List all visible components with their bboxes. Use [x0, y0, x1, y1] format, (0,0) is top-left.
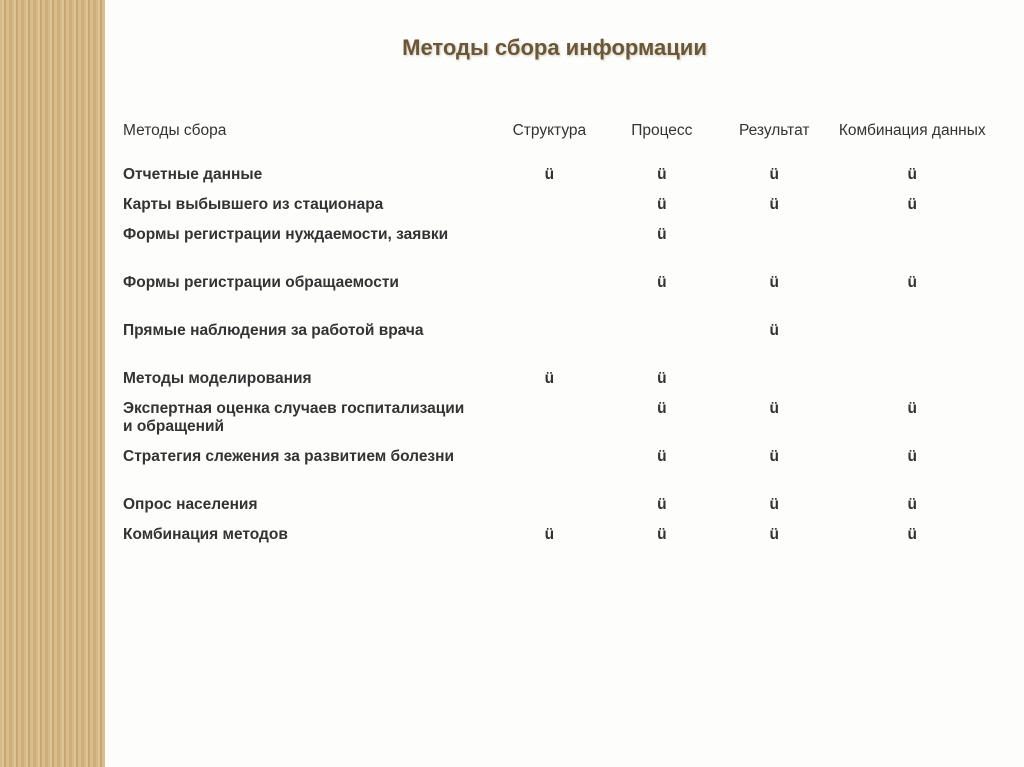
spacer-row — [115, 346, 994, 364]
header-combination: Комбинация данных — [830, 116, 994, 160]
mark-cell — [718, 364, 830, 394]
table-header-row: Методы сбора Структура Процесс Результат… — [115, 116, 994, 160]
method-label: Формы регистрации нуждаемости, заявки — [115, 220, 493, 250]
method-label: Формы регистрации обращаемости — [115, 268, 493, 298]
header-method: Методы сбора — [115, 116, 493, 160]
mark-cell: ü — [830, 442, 994, 472]
mark-cell — [830, 364, 994, 394]
mark-cell: ü — [606, 520, 718, 550]
mark-cell: ü — [606, 442, 718, 472]
method-label: Методы моделирования — [115, 364, 493, 394]
method-label: Карты выбывшего из стационара — [115, 190, 493, 220]
mark-cell: ü — [493, 364, 605, 394]
decorative-sidebar — [0, 0, 105, 767]
mark-cell — [493, 442, 605, 472]
mark-cell — [493, 190, 605, 220]
mark-cell — [493, 394, 605, 442]
method-label: Отчетные данные — [115, 160, 493, 190]
mark-cell: ü — [718, 442, 830, 472]
method-label: Экспертная оценка случаев госпитализации… — [115, 394, 493, 442]
mark-cell: ü — [493, 520, 605, 550]
main-content: Методы сбора информации Методы сбора Стр… — [105, 0, 1024, 767]
mark-cell — [493, 268, 605, 298]
mark-cell: ü — [718, 190, 830, 220]
spacer-row — [115, 472, 994, 490]
header-structure: Структура — [493, 116, 605, 160]
mark-cell: ü — [830, 190, 994, 220]
mark-cell: ü — [718, 268, 830, 298]
mark-cell: ü — [718, 394, 830, 442]
method-label: Опрос населения — [115, 490, 493, 520]
mark-cell: ü — [606, 190, 718, 220]
page-title: Методы сбора информации — [115, 35, 994, 61]
table-row: Формы регистрации обращаемостиüüü — [115, 268, 994, 298]
table-row: Методы моделированияüü — [115, 364, 994, 394]
mark-cell: ü — [718, 490, 830, 520]
header-process: Процесс — [606, 116, 718, 160]
mark-cell: ü — [493, 160, 605, 190]
method-label: Комбинация методов — [115, 520, 493, 550]
table-row: Прямые наблюдения за работой врача ü — [115, 316, 994, 346]
table-row: Комбинация методовüüüü — [115, 520, 994, 550]
mark-cell: ü — [830, 268, 994, 298]
header-result: Результат — [718, 116, 830, 160]
mark-cell: ü — [606, 364, 718, 394]
mark-cell: ü — [718, 160, 830, 190]
spacer-row — [115, 298, 994, 316]
mark-cell — [830, 316, 994, 346]
mark-cell: ü — [606, 268, 718, 298]
mark-cell — [718, 220, 830, 250]
mark-cell — [830, 220, 994, 250]
mark-cell — [493, 316, 605, 346]
mark-cell — [493, 490, 605, 520]
mark-cell: ü — [606, 220, 718, 250]
table-row: Опрос населенияüüü — [115, 490, 994, 520]
mark-cell: ü — [606, 490, 718, 520]
mark-cell: ü — [606, 160, 718, 190]
table-row: Формы регистрации нуждаемости, заявки ü — [115, 220, 994, 250]
mark-cell: ü — [718, 520, 830, 550]
mark-cell — [606, 316, 718, 346]
mark-cell: ü — [830, 520, 994, 550]
mark-cell: ü — [606, 394, 718, 442]
method-label: Стратегия слежения за развитием болезни — [115, 442, 493, 472]
mark-cell: ü — [830, 394, 994, 442]
mark-cell: ü — [718, 316, 830, 346]
mark-cell: ü — [830, 490, 994, 520]
methods-table: Методы сбора Структура Процесс Результат… — [115, 116, 994, 550]
table-row: Стратегия слежения за развитием болезни ü… — [115, 442, 994, 472]
mark-cell: ü — [830, 160, 994, 190]
mark-cell — [493, 220, 605, 250]
table-row: Отчетные данныеüüüü — [115, 160, 994, 190]
spacer-row — [115, 250, 994, 268]
table-row: Экспертная оценка случаев госпитализации… — [115, 394, 994, 442]
method-label: Прямые наблюдения за работой врача — [115, 316, 493, 346]
table-row: Карты выбывшего из стационараüüü — [115, 190, 994, 220]
